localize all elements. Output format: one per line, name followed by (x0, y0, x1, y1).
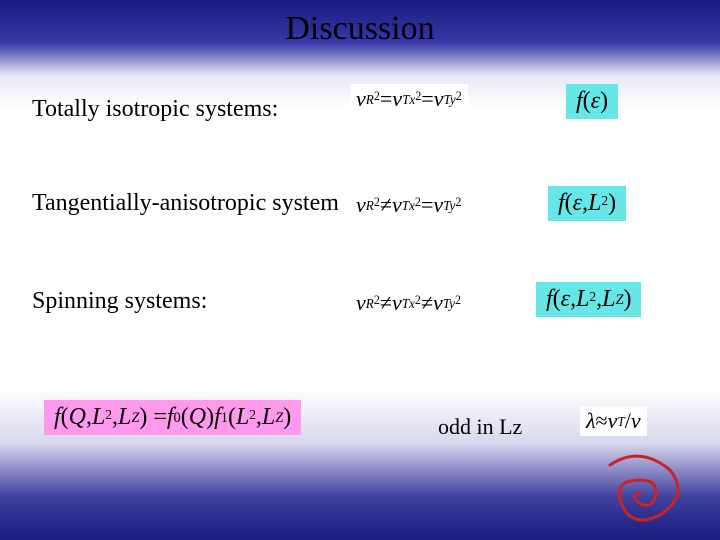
equation-isotropic: vR2 = vTx2 = vTy2 (350, 84, 468, 114)
slide-title: Discussion (0, 10, 720, 48)
distribution-tangential: f (ε, L2) (548, 186, 626, 221)
label-spinning: Spinning systems: (32, 288, 207, 315)
slide: Discussion Totally isotropic systems: vR… (0, 0, 720, 540)
spiral-icon (600, 450, 690, 530)
equation-spinning: vR2 ≠ vTx2 ≠ vTy2 (350, 288, 467, 318)
label-isotropic: Totally isotropic systems: (32, 96, 278, 123)
equation-factorization: f (Q, L2, LZ) = f0(Q) f1(L2, LZ) (44, 400, 301, 435)
distribution-spinning: f (ε, L2, LZ) (536, 282, 641, 317)
label-tangential: Tangentially-anisotropic system (32, 190, 339, 217)
equation-tangential: vR2 ≠ vTx2 = vTy2 (350, 190, 467, 220)
label-odd-in-lz: odd in Lz (438, 414, 522, 440)
distribution-isotropic: f (ε) (566, 84, 618, 119)
equation-lambda: λ ≈ vT / v (580, 406, 647, 436)
